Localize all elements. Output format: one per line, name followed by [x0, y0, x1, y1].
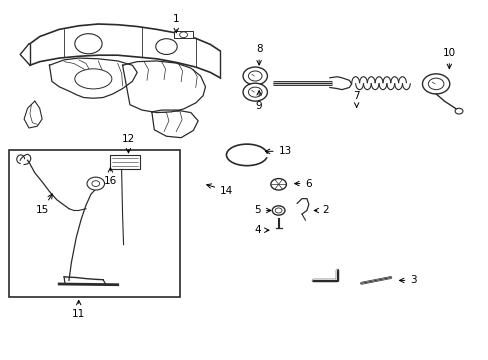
Ellipse shape: [226, 144, 267, 166]
Circle shape: [75, 34, 102, 54]
Polygon shape: [122, 61, 205, 113]
Circle shape: [243, 67, 267, 85]
Text: 10: 10: [442, 48, 455, 68]
Circle shape: [422, 74, 449, 94]
Bar: [173, 31, 193, 39]
Circle shape: [272, 206, 285, 215]
Text: 7: 7: [353, 91, 359, 107]
Circle shape: [179, 32, 187, 38]
Circle shape: [87, 177, 104, 190]
Bar: [110, 155, 140, 169]
Circle shape: [156, 39, 177, 54]
Text: 12: 12: [122, 134, 135, 153]
Text: 8: 8: [255, 45, 262, 65]
Text: 13: 13: [265, 146, 291, 156]
Text: 6: 6: [294, 179, 311, 189]
Circle shape: [427, 78, 443, 90]
Text: 4: 4: [254, 225, 268, 235]
Text: 2: 2: [314, 206, 328, 216]
Circle shape: [275, 208, 282, 213]
Polygon shape: [24, 101, 42, 128]
Circle shape: [248, 87, 262, 97]
Text: 16: 16: [103, 168, 117, 186]
Text: 15: 15: [36, 194, 52, 215]
Circle shape: [248, 71, 262, 81]
Circle shape: [270, 179, 286, 190]
Text: 11: 11: [72, 300, 85, 319]
Text: 1: 1: [173, 14, 179, 33]
Text: 14: 14: [206, 184, 233, 196]
Text: 9: 9: [255, 91, 262, 111]
Circle shape: [92, 181, 100, 186]
Bar: [9, 149, 180, 297]
Polygon shape: [244, 154, 267, 156]
Text: 5: 5: [254, 206, 270, 216]
Text: 3: 3: [399, 275, 416, 285]
Circle shape: [454, 108, 462, 114]
Ellipse shape: [75, 69, 112, 89]
Circle shape: [243, 83, 267, 101]
Polygon shape: [49, 58, 137, 98]
Polygon shape: [152, 110, 198, 138]
